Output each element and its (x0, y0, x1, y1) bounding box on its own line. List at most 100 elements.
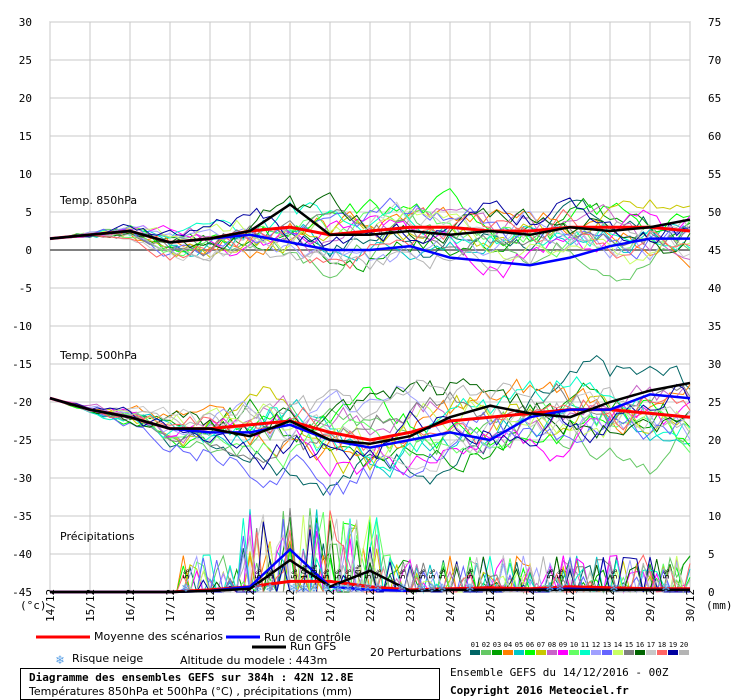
snow-risk-pct: 10% (310, 564, 319, 579)
snowflake-icon: ❄ (299, 581, 308, 596)
left-tick-label: -25 (12, 434, 32, 447)
perturbation-code: 15 (625, 641, 633, 649)
perturbation-swatch (657, 650, 667, 655)
perturbation-code: 20 (680, 641, 688, 649)
x-tick-label: 24/12 (444, 589, 457, 622)
perturbation-code: 01 (471, 641, 479, 649)
snow-risk-pct: 5% (334, 569, 343, 579)
x-tick-label: 17/12 (164, 589, 177, 622)
snowflake-icon: ❄ (289, 581, 298, 596)
series-2-precip (50, 558, 690, 594)
perturbation-swatch (536, 650, 546, 655)
snow-risk-pct: 5% (662, 569, 671, 579)
left-tick-label: 0 (25, 244, 32, 257)
snowflake-icon: ❄ (309, 581, 318, 596)
perturbation-code: 06 (526, 641, 534, 649)
right-tick-label: 60 (708, 130, 721, 143)
snowflake-icon: ❄ (265, 581, 274, 596)
left-unit: (°c) (20, 599, 47, 612)
perturbation-swatch (668, 650, 678, 655)
perturbation-19-t500 (49, 383, 691, 471)
perturbation-code: 05 (515, 641, 523, 649)
grid (49, 21, 691, 593)
snow-risk-pct: 5% (344, 569, 353, 579)
right-tick-label: 45 (708, 244, 721, 257)
perturbation-13-t850 (49, 197, 691, 260)
snow-risk-pct: 5% (374, 569, 383, 579)
perturbation-swatch (547, 650, 557, 655)
perturbation-code: 13 (603, 641, 611, 649)
snow-risk-pct: 5% (364, 569, 373, 579)
perturbation-code: 19 (669, 641, 677, 649)
legend-snow: Risque neige (72, 652, 144, 665)
x-tick-label: 26/12 (524, 589, 537, 622)
perturbation-swatch (679, 650, 689, 655)
perturbation-11-t850 (49, 201, 691, 252)
left-tick-label: -45 (12, 586, 32, 599)
snow-risk-pct: 5% (546, 569, 555, 579)
right-tick-label: 30 (708, 358, 721, 371)
snowflake-icon: ❄ (253, 581, 262, 596)
left-tick-label: 5 (25, 206, 32, 219)
perturbation-20-t500 (49, 379, 691, 435)
snow-risk-pct: 5% (182, 569, 191, 579)
snowflake-icon: ❄ (343, 581, 352, 596)
x-tick-label: 16/12 (124, 589, 137, 622)
right-tick-label: 10 (708, 510, 721, 523)
t500-label: Temp. 500hPa (59, 349, 137, 362)
snow-risk-pct: 5% (290, 569, 299, 579)
left-tick-label: -30 (12, 472, 32, 485)
perturbation-lines (49, 187, 691, 594)
perturbation-code: 08 (548, 641, 556, 649)
snowflake-icon: ❄ (609, 581, 618, 596)
perturbation-swatch (503, 650, 513, 655)
perturbation-code: 18 (658, 641, 666, 649)
x-tick-label: 18/12 (204, 589, 217, 622)
perturbation-swatch (613, 650, 623, 655)
right-tick-label: 65 (708, 92, 721, 105)
copyright: Copyright 2016 Meteociel.fr (450, 684, 629, 697)
perturbation-swatch (558, 650, 568, 655)
snow-risk-pct: 5% (556, 569, 565, 579)
snow-risk-pct: 10% (354, 564, 363, 579)
x-tick-label: 30/12 (684, 589, 697, 622)
legend-graphics: ❄01 02 03 04 05 06 07 08 09 10 11 12 13 14 15 16 17 18 19 2… (36, 635, 689, 668)
perturbation-code: 12 (592, 641, 600, 649)
perturbation-code: 10 (570, 641, 578, 649)
perturbation-code: 09 (559, 641, 567, 649)
info-box: Diagramme des ensembles GEFS sur 384h : … (20, 668, 440, 700)
perturbation-16-t500 (49, 378, 691, 439)
perturbation-12-t850 (49, 210, 691, 263)
right-tick-label: 70 (708, 54, 721, 67)
perturbation-swatch (602, 650, 612, 655)
snowflake-icon: ❄ (181, 581, 190, 596)
x-tick-label: 27/12 (564, 589, 577, 622)
perturbation-20-t850 (49, 218, 691, 272)
t850-label: Temp. 850hPa (59, 194, 137, 207)
snowflake-icon: ❄ (321, 581, 330, 596)
snowflake-icon: ❄ (427, 581, 436, 596)
series-2-t500 (49, 381, 691, 446)
snow-risk-pct: 5% (266, 569, 275, 579)
perturbation-swatch (481, 650, 491, 655)
ensemble-date: Ensemble GEFS du 14/12/2016 - 00Z (450, 666, 669, 679)
info-subtitle: Températures 850hPa et 500hPa (°C) , pré… (29, 685, 352, 698)
right-tick-label: 55 (708, 168, 721, 181)
right-tick-label: 15 (708, 472, 721, 485)
snowflake-icon: ❄ (397, 581, 406, 596)
perturbation-code: 03 (493, 641, 501, 649)
left-tick-label: -10 (12, 320, 32, 333)
left-tick-label: 15 (19, 130, 32, 143)
snow-risk-pct: 5% (322, 569, 331, 579)
perturbation-15-t500 (49, 382, 691, 464)
left-tick-label: 10 (19, 168, 32, 181)
perturbation-swatch (569, 650, 579, 655)
series-2-t850 (49, 202, 691, 244)
right-tick-label: 50 (708, 206, 721, 219)
right-tick-label: 40 (708, 282, 721, 295)
perturbation-code: 02 (482, 641, 490, 649)
snowflake-icon: ❄ (55, 653, 64, 668)
perturbation-swatch (635, 650, 645, 655)
